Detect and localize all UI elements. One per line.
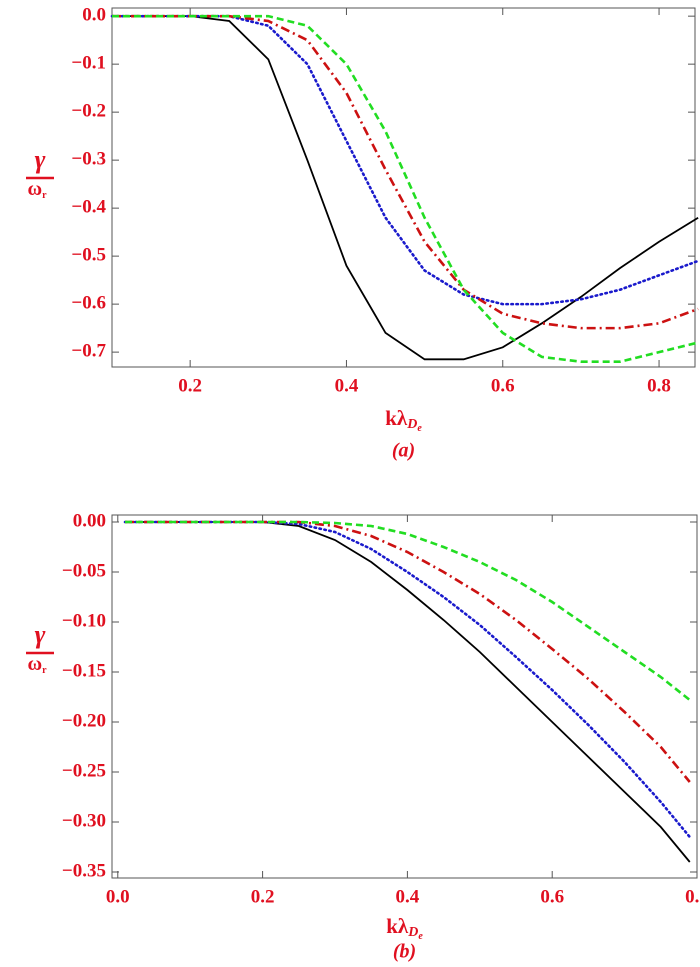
x-label-main: kλ <box>386 914 409 938</box>
x-tick-label: 0.6 <box>491 375 515 396</box>
series-line <box>112 15 699 361</box>
y-tick-label: −0.15 <box>62 660 106 681</box>
series-line <box>112 14 699 330</box>
series-line <box>112 14 699 364</box>
caption: (a) <box>392 440 415 462</box>
series-line <box>123 520 692 839</box>
y-tick-label: −0.05 <box>62 560 106 581</box>
x-tick-label: 0.6 <box>540 886 564 907</box>
x-label: kλDe <box>386 914 423 942</box>
y-tick-label: −0.7 <box>71 340 106 361</box>
x-tick-label: 0.2 <box>251 886 275 907</box>
y-tick-label: 0.00 <box>73 510 106 531</box>
y-label-denominator-symbol: ω <box>27 653 42 675</box>
y-tick-label: −0.3 <box>71 149 106 170</box>
y-tick-label: −0.1 <box>71 53 106 74</box>
y-label-denominator-symbol: ω <box>27 178 42 200</box>
series-line <box>110 14 700 306</box>
y-label-numerator: γ <box>35 620 46 649</box>
y-tick-label: −0.25 <box>62 760 106 781</box>
caption: (b) <box>393 941 416 963</box>
x-tick-label: 0.4 <box>335 375 359 396</box>
y-tick-label: −0.35 <box>62 860 106 881</box>
y-label-denominator: ωr <box>27 653 47 677</box>
x-tick-label: 0.8 <box>647 375 671 396</box>
x-label-subsub: e <box>418 931 423 942</box>
y-label-numerator: γ <box>35 145 46 174</box>
y-tick-label: −0.20 <box>62 710 106 731</box>
y-tick-label: −0.5 <box>71 244 106 265</box>
x-label-subsub: e <box>417 423 422 434</box>
y-label-denominator-sub: r <box>42 190 47 201</box>
y-tick-label: −0.30 <box>62 810 106 831</box>
x-label-main: kλ <box>385 406 408 430</box>
y-tick-label: −0.6 <box>71 292 106 313</box>
plot-frame <box>111 7 696 368</box>
y-tick-label: 0.0 <box>82 5 106 26</box>
y-tick-label: −0.4 <box>71 196 106 217</box>
series-line <box>125 520 691 702</box>
series-line <box>125 520 691 783</box>
x-tick-label: 0.0 <box>106 886 130 907</box>
x-label-sub: D <box>406 417 417 432</box>
x-tick-label: 0.4 <box>396 886 420 907</box>
y-tick-label: −0.10 <box>62 610 106 631</box>
x-tick-label: 0.8 <box>685 886 700 907</box>
y-label-denominator: ωr <box>27 178 47 202</box>
x-label-sub: D <box>407 925 418 940</box>
y-tick-label: −0.2 <box>71 101 106 122</box>
y-label-denominator-sub: r <box>42 665 47 676</box>
plot-frame <box>111 514 698 879</box>
x-label: kλDe <box>385 406 422 434</box>
x-tick-label: 0.2 <box>178 375 202 396</box>
